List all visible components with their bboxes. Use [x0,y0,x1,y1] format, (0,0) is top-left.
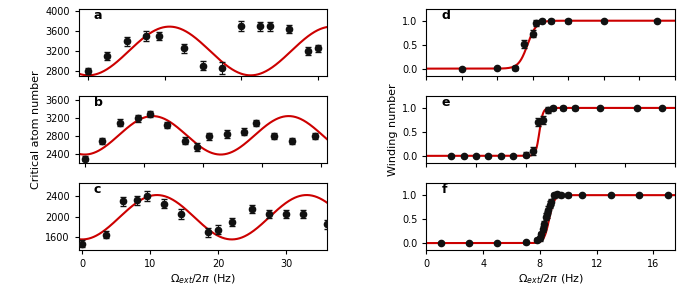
X-axis label: $\Omega_{ext}/2\pi$ (Hz): $\Omega_{ext}/2\pi$ (Hz) [170,272,236,286]
Text: d: d [441,9,450,22]
Text: b: b [94,96,103,109]
Text: a: a [94,9,102,22]
Y-axis label: Winding number: Winding number [388,83,398,176]
Y-axis label: Critical atom number: Critical atom number [31,70,41,189]
Text: f: f [441,183,447,196]
Text: e: e [441,96,450,109]
Text: c: c [94,183,101,196]
X-axis label: $\Omega_{ext}/2\pi$ (Hz): $\Omega_{ext}/2\pi$ (Hz) [518,272,584,286]
